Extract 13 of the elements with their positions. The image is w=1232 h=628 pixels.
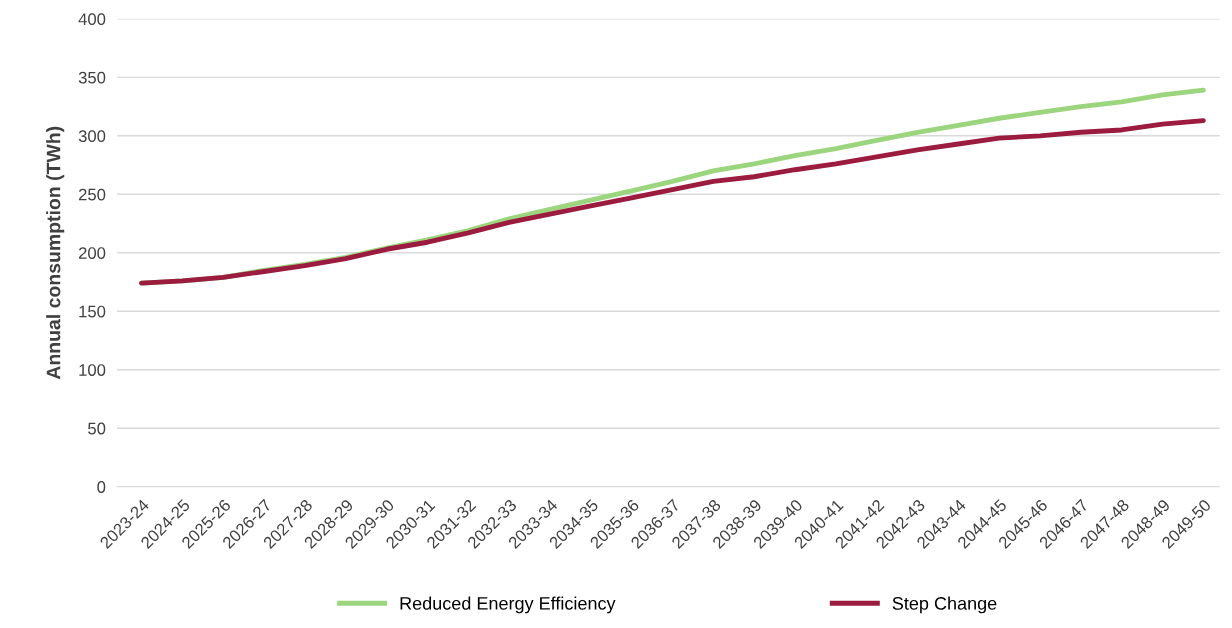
y-tick-label: 150	[79, 305, 106, 318]
y-tick-label: 350	[78, 71, 106, 84]
line-series	[139, 118, 1206, 286]
y-tick-label: 0	[97, 481, 106, 493]
legend-label: Reduced Energy Efficiency	[400, 596, 616, 614]
legend-label: Step Change	[892, 596, 997, 614]
y-axis-title: Annual consumption (TWh)	[46, 126, 65, 380]
y-tick-label: 400	[78, 13, 106, 26]
y-tick-label: 50	[88, 422, 106, 435]
y-tick-label: 300	[78, 130, 106, 143]
y-tick-label: 200	[78, 247, 106, 259]
y-tick-label: 250	[78, 188, 106, 201]
y-tick-label: 100	[79, 364, 106, 376]
